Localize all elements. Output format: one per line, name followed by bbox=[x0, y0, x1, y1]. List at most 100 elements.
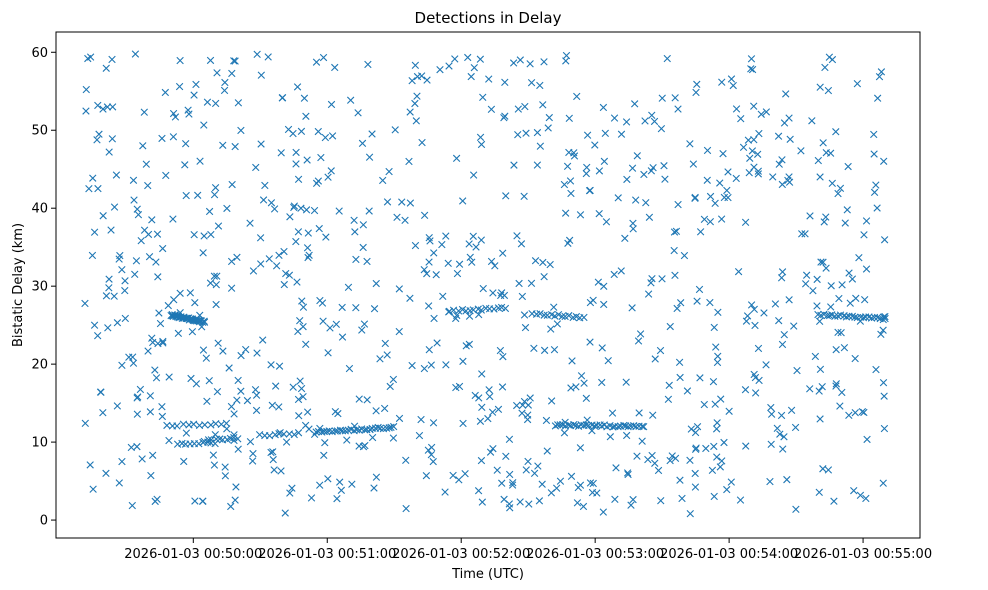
data-point-marker bbox=[491, 262, 499, 270]
data-point-marker bbox=[751, 389, 760, 397]
data-point-marker bbox=[354, 109, 362, 117]
data-point-marker bbox=[841, 219, 849, 227]
data-point-marker bbox=[623, 469, 632, 477]
data-point-marker bbox=[252, 391, 261, 399]
data-point-marker bbox=[824, 86, 833, 95]
data-point-marker bbox=[822, 213, 830, 221]
data-point-marker bbox=[227, 284, 236, 292]
data-point-marker bbox=[288, 484, 296, 492]
data-point-marker bbox=[107, 226, 115, 234]
data-point-marker bbox=[514, 105, 523, 113]
data-point-marker bbox=[134, 210, 143, 219]
data-point-marker bbox=[461, 469, 469, 478]
data-point-marker bbox=[423, 269, 431, 278]
data-point-marker bbox=[494, 405, 503, 414]
data-point-marker bbox=[153, 495, 161, 503]
data-point-marker bbox=[762, 108, 771, 116]
data-point-marker bbox=[370, 305, 379, 313]
data-point-marker bbox=[85, 184, 93, 193]
data-point-marker bbox=[877, 68, 886, 76]
data-point-marker bbox=[861, 313, 870, 321]
data-point-marker bbox=[834, 189, 842, 198]
data-point-marker bbox=[259, 336, 267, 344]
data-point-marker bbox=[648, 111, 656, 119]
data-point-marker bbox=[547, 325, 555, 333]
data-point-marker bbox=[630, 100, 639, 108]
data-point-marker bbox=[686, 140, 694, 148]
data-point-marker bbox=[286, 489, 294, 497]
data-point-marker bbox=[297, 204, 305, 212]
data-point-marker bbox=[420, 364, 429, 373]
data-point-marker bbox=[210, 190, 219, 199]
data-point-marker bbox=[703, 146, 712, 155]
data-point-marker bbox=[253, 349, 261, 357]
data-point-marker bbox=[292, 148, 300, 157]
data-point-marker bbox=[104, 324, 112, 332]
data-point-marker bbox=[666, 456, 674, 465]
data-point-marker bbox=[573, 499, 582, 507]
data-point-marker bbox=[476, 55, 485, 63]
data-point-marker bbox=[708, 466, 717, 474]
data-point-marker bbox=[583, 163, 591, 172]
data-point-marker bbox=[835, 294, 843, 303]
data-point-marker bbox=[696, 374, 704, 382]
data-point-marker bbox=[395, 414, 404, 423]
data-point-marker bbox=[670, 228, 679, 236]
data-point-marker bbox=[657, 497, 665, 505]
data-point-marker bbox=[676, 476, 684, 484]
data-point-marker bbox=[200, 121, 208, 129]
data-point-marker bbox=[836, 184, 845, 193]
data-point-marker bbox=[773, 424, 781, 433]
data-point-marker bbox=[873, 94, 882, 102]
data-point-marker bbox=[519, 401, 527, 409]
data-point-marker bbox=[776, 430, 784, 438]
data-point-marker bbox=[95, 130, 103, 138]
data-point-marker bbox=[588, 488, 597, 497]
data-point-marker bbox=[727, 478, 736, 486]
data-point-marker bbox=[332, 320, 341, 329]
data-point-marker bbox=[186, 289, 195, 297]
data-point-marker bbox=[420, 266, 428, 274]
data-point-marker bbox=[228, 69, 236, 78]
data-point-marker bbox=[360, 320, 369, 328]
data-point-marker bbox=[159, 339, 167, 347]
data-point-marker bbox=[840, 343, 849, 352]
data-point-marker bbox=[89, 174, 97, 182]
data-point-marker bbox=[121, 286, 129, 295]
data-point-marker bbox=[181, 140, 190, 148]
data-point-marker bbox=[297, 384, 306, 393]
data-point-marker bbox=[118, 457, 126, 466]
data-point-marker bbox=[585, 186, 594, 195]
data-point-marker bbox=[863, 435, 871, 444]
data-point-marker bbox=[182, 429, 191, 437]
data-point-marker bbox=[608, 409, 617, 417]
data-point-marker bbox=[700, 400, 708, 409]
data-point-marker bbox=[381, 339, 389, 348]
data-point-marker bbox=[324, 349, 332, 357]
data-point-marker bbox=[275, 362, 284, 370]
data-point-marker bbox=[567, 189, 575, 198]
data-point-marker bbox=[156, 319, 165, 328]
data-point-marker bbox=[753, 150, 762, 158]
data-point-marker bbox=[246, 219, 254, 227]
data-point-marker bbox=[453, 269, 462, 278]
data-point-marker bbox=[606, 433, 615, 441]
data-point-marker bbox=[535, 497, 544, 505]
data-point-marker bbox=[509, 59, 518, 67]
data-point-marker bbox=[270, 205, 279, 213]
data-point-marker bbox=[860, 295, 869, 304]
data-point-marker bbox=[286, 213, 294, 221]
data-point-marker bbox=[365, 207, 373, 215]
data-point-marker bbox=[815, 387, 823, 395]
data-point-marker bbox=[880, 424, 889, 433]
data-point-marker bbox=[159, 244, 167, 253]
data-point-marker bbox=[459, 357, 467, 366]
data-point-marker bbox=[299, 303, 308, 311]
data-point-marker bbox=[748, 147, 757, 155]
data-point-marker bbox=[408, 361, 416, 370]
data-point-marker bbox=[182, 191, 190, 200]
data-point-marker bbox=[570, 420, 578, 429]
data-point-marker bbox=[257, 71, 266, 79]
plot-area bbox=[56, 32, 920, 538]
data-point-marker bbox=[282, 269, 290, 278]
